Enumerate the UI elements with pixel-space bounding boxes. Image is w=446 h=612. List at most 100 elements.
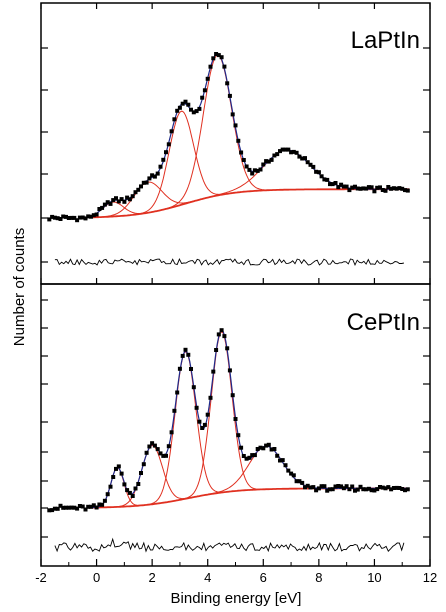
data-point <box>336 484 341 488</box>
data-point <box>297 154 302 159</box>
data-point <box>52 506 57 511</box>
data-point <box>386 185 391 189</box>
data-point <box>130 194 135 199</box>
data-point <box>322 177 327 182</box>
fit-background <box>92 487 410 509</box>
data-point <box>216 53 221 58</box>
data-point <box>89 504 93 509</box>
data-point <box>378 185 382 190</box>
data-point <box>291 149 296 154</box>
data-point <box>308 485 313 490</box>
data-point <box>361 487 366 492</box>
data-point <box>294 479 299 484</box>
data-point <box>219 55 224 60</box>
data-point <box>339 182 344 187</box>
data-point <box>175 390 180 395</box>
data-point <box>389 487 394 492</box>
data-point <box>222 64 227 69</box>
data-point <box>147 444 152 449</box>
data-point <box>239 150 244 155</box>
data-point <box>328 182 332 187</box>
data-point <box>161 453 166 458</box>
data-point <box>189 107 193 112</box>
data-point <box>239 445 244 450</box>
data-point <box>202 422 207 427</box>
data-point <box>378 485 382 489</box>
data-point <box>97 207 102 211</box>
data-point <box>344 484 349 489</box>
data-point <box>194 405 199 410</box>
data-point <box>47 217 52 222</box>
data-point <box>116 464 121 469</box>
data-point <box>61 214 66 219</box>
data-point <box>186 352 191 357</box>
data-point <box>80 215 85 220</box>
data-point <box>139 471 143 475</box>
data-point <box>275 152 280 157</box>
data-point <box>141 180 146 185</box>
data-point <box>250 171 255 176</box>
data-point <box>355 186 360 191</box>
data-point <box>94 505 99 510</box>
data-point <box>208 395 213 400</box>
data-point <box>105 200 110 205</box>
data-point <box>344 184 349 189</box>
data-point <box>55 506 60 511</box>
data-point <box>333 181 338 185</box>
top-panel <box>41 47 430 267</box>
data-point <box>172 117 177 122</box>
data-point <box>155 171 160 176</box>
data-point <box>169 430 174 435</box>
data-point <box>316 170 321 175</box>
data-point <box>319 484 324 489</box>
data-point <box>369 488 374 493</box>
data-point <box>175 108 180 113</box>
data-point <box>386 485 391 490</box>
data-point <box>252 453 257 458</box>
data-point <box>89 214 93 219</box>
x-tick-label: 6 <box>260 570 267 585</box>
data-point <box>133 486 138 491</box>
data-point <box>397 186 402 191</box>
data-point <box>358 186 363 191</box>
data-point <box>111 475 116 479</box>
data-point <box>183 99 188 104</box>
data-point <box>158 451 163 456</box>
data-point <box>341 184 346 189</box>
data-point <box>61 505 66 510</box>
data-point <box>347 487 352 492</box>
data-point <box>303 156 307 161</box>
data-point <box>278 458 282 463</box>
data-point <box>286 468 291 473</box>
data-point <box>97 502 102 507</box>
data-point <box>383 188 388 193</box>
data-point <box>372 189 377 194</box>
data-point <box>244 164 249 169</box>
data-point <box>75 218 80 223</box>
x-tick-label: 12 <box>423 570 437 585</box>
data-point <box>247 455 252 460</box>
data-point <box>297 479 302 484</box>
data-point <box>289 471 294 476</box>
data-point <box>183 347 188 352</box>
data-point <box>350 484 355 489</box>
data-point <box>86 504 91 509</box>
data-point <box>197 419 202 424</box>
data-point <box>202 88 207 93</box>
data-point <box>50 214 55 219</box>
data-point <box>336 185 341 190</box>
x-axis-title: Binding energy [eV] <box>171 590 302 607</box>
data-point <box>255 168 260 173</box>
data-point <box>341 486 346 491</box>
data-point <box>216 332 221 337</box>
data-point <box>80 504 85 509</box>
data-point <box>330 182 335 187</box>
data-point <box>172 408 177 413</box>
x-tick-label: 10 <box>367 570 381 585</box>
data-point <box>164 453 168 458</box>
data-point <box>77 215 82 220</box>
data-point <box>52 215 57 220</box>
data-point <box>383 486 388 491</box>
data-point <box>166 444 171 449</box>
